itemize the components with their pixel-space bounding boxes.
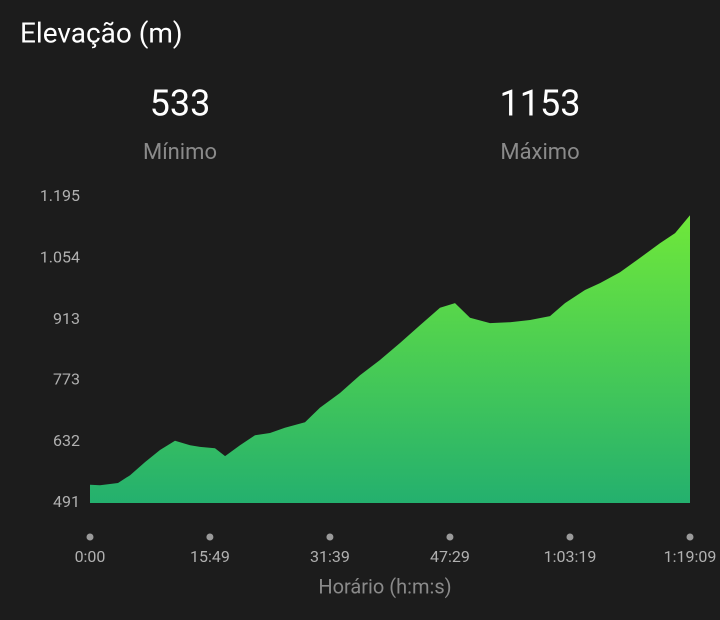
y-tick-label: 632 — [53, 431, 80, 450]
x-tick-label: 1:19:09 — [664, 547, 717, 566]
x-axis-label: Horário (h:m:s) — [318, 574, 451, 598]
stat-value: 1153 — [500, 83, 581, 125]
chart-title: Elevação (m) — [20, 16, 183, 49]
x-tick-dot — [86, 533, 94, 541]
y-tick-label: 913 — [53, 309, 80, 328]
x-tick-dot — [686, 533, 694, 541]
stat-value: 533 — [150, 83, 211, 125]
y-tick-label: 773 — [53, 370, 80, 389]
y-tick-label: 1.054 — [40, 248, 80, 267]
stat-label: Máximo — [500, 140, 579, 165]
x-tick-dot — [446, 533, 454, 541]
x-tick-label: 1:03:19 — [544, 547, 597, 566]
stat-label: Mínimo — [143, 140, 217, 165]
x-tick-label: 47:29 — [430, 547, 470, 566]
x-tick-label: 0:00 — [75, 547, 106, 566]
x-tick-dot — [326, 533, 334, 541]
area — [90, 215, 690, 504]
y-tick-label: 1.195 — [40, 186, 80, 205]
x-tick-dot — [566, 533, 574, 541]
y-tick-label: 491 — [53, 492, 80, 511]
x-tick-label: 31:39 — [310, 547, 350, 566]
x-tick-label: 15:49 — [190, 547, 230, 566]
x-tick-dot — [206, 533, 214, 541]
